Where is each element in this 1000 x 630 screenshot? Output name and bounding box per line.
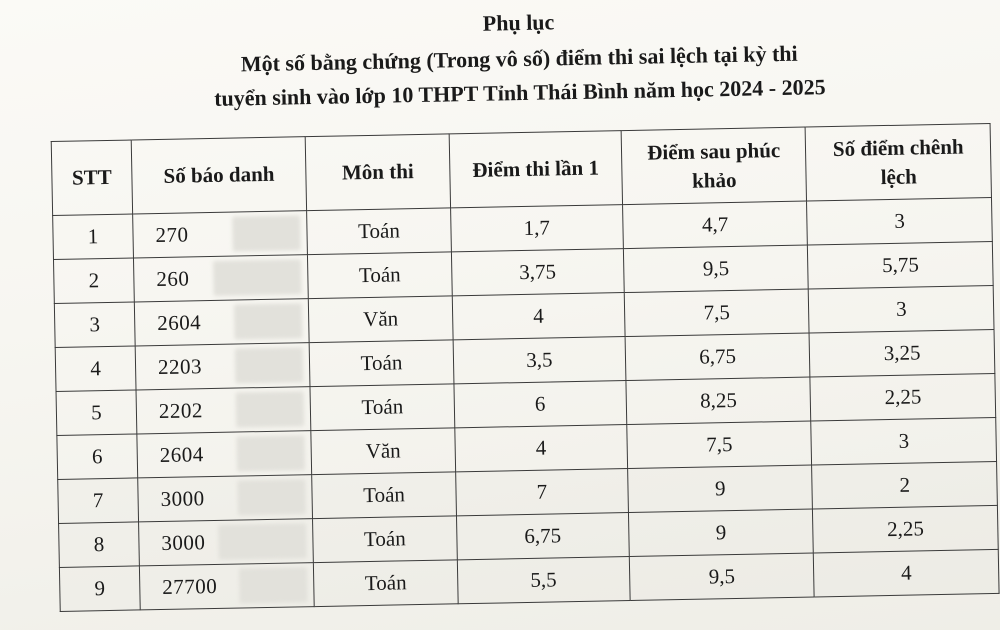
cell-diem2: 7,5 — [627, 421, 812, 469]
cell-mon: Văn — [311, 428, 455, 475]
sbd-visible-prefix: 3000 — [161, 530, 205, 555]
cell-diff: 2,25 — [810, 373, 995, 421]
cell-diem2: 9 — [628, 509, 813, 557]
redaction-blur — [237, 479, 306, 515]
cell-diem2: 8,25 — [626, 377, 811, 425]
cell-diff: 2 — [812, 461, 997, 509]
cell-sbd: 260 — [133, 255, 308, 302]
cell-sbd: 27700 — [139, 562, 314, 609]
redaction-blur — [218, 523, 307, 560]
heading-block: Phụ lục Một số bằng chứng (Trong vô số) … — [28, 1, 1000, 120]
cell-stt: 9 — [59, 566, 140, 612]
cell-diff: 3 — [807, 197, 992, 245]
cell-diem1: 6 — [454, 380, 627, 427]
document-page: Phụ lục Một số bằng chứng (Trong vô số) … — [0, 0, 1000, 630]
col-header-diem2: Điểm sau phúc khảo — [621, 127, 807, 204]
cell-diem2: 9 — [628, 465, 813, 513]
cell-sbd: 2604 — [134, 299, 309, 346]
cell-diem2: 9,5 — [623, 245, 808, 293]
sbd-visible-prefix: 270 — [155, 222, 188, 247]
col-header-sbd: Số báo danh — [131, 137, 307, 214]
cell-sbd: 3000 — [138, 474, 313, 521]
cell-diem1: 3,5 — [453, 336, 626, 383]
cell-diem1: 1,7 — [450, 204, 623, 251]
score-table: STT Số báo danh Môn thi Điểm thi lần 1 Đ… — [51, 123, 1000, 612]
redaction-blur — [237, 435, 306, 471]
cell-mon: Toán — [310, 384, 454, 431]
cell-stt: 6 — [57, 434, 138, 480]
cell-stt: 4 — [55, 346, 136, 392]
cell-sbd: 2202 — [136, 386, 311, 433]
sbd-visible-prefix: 260 — [156, 266, 189, 291]
cell-mon: Văn — [309, 296, 453, 343]
redaction-blur — [213, 259, 302, 296]
cell-diem2: 7,5 — [624, 289, 809, 337]
cell-diem1: 4 — [452, 292, 625, 339]
cell-sbd: 3000 — [138, 518, 313, 565]
cell-sbd: 2604 — [137, 430, 312, 477]
cell-stt: 1 — [53, 214, 134, 260]
cell-diff: 5,75 — [808, 241, 993, 289]
sbd-visible-prefix: 3000 — [160, 486, 204, 511]
cell-mon: Toán — [314, 560, 458, 607]
redaction-blur — [239, 567, 308, 603]
cell-stt: 3 — [54, 302, 135, 348]
col-header-diem1: Điểm thi lần 1 — [449, 131, 623, 208]
cell-stt: 7 — [58, 478, 139, 524]
cell-sbd: 2203 — [135, 342, 310, 389]
cell-sbd: 270 — [133, 211, 308, 258]
cell-diem1: 3,75 — [451, 248, 624, 295]
cell-diem2: 9,5 — [629, 553, 814, 601]
cell-mon: Toán — [309, 340, 453, 387]
cell-diem1: 5,5 — [457, 556, 630, 603]
col-header-stt: STT — [51, 140, 132, 215]
redaction-blur — [235, 347, 304, 383]
cell-mon: Toán — [308, 252, 452, 299]
sbd-visible-prefix: 2203 — [158, 354, 202, 379]
cell-mon: Toán — [313, 516, 457, 563]
cell-diem2: 6,75 — [625, 333, 810, 381]
cell-diff: 3 — [811, 417, 996, 465]
cell-diff: 2,25 — [813, 505, 998, 553]
col-header-mon: Môn thi — [305, 134, 450, 210]
cell-stt: 8 — [59, 522, 140, 568]
sbd-visible-prefix: 27700 — [162, 574, 217, 599]
redaction-blur — [236, 391, 305, 427]
sbd-visible-prefix: 2604 — [157, 310, 201, 335]
cell-diem1: 6,75 — [456, 512, 629, 559]
col-header-diff: Số điểm chênh lệch — [806, 124, 992, 201]
sbd-visible-prefix: 2202 — [159, 398, 203, 423]
cell-diem2: 4,7 — [622, 201, 807, 249]
cell-stt: 2 — [53, 258, 134, 304]
cell-diem1: 7 — [455, 468, 628, 515]
cell-diem1: 4 — [455, 424, 628, 471]
cell-mon: Toán — [307, 208, 451, 255]
cell-mon: Toán — [312, 472, 456, 519]
sbd-visible-prefix: 2604 — [159, 442, 203, 467]
cell-diff: 4 — [814, 549, 999, 597]
redaction-blur — [234, 303, 303, 339]
cell-stt: 5 — [56, 390, 137, 436]
cell-diff: 3 — [809, 285, 994, 333]
cell-diff: 3,25 — [809, 329, 994, 377]
redaction-blur — [232, 215, 301, 251]
